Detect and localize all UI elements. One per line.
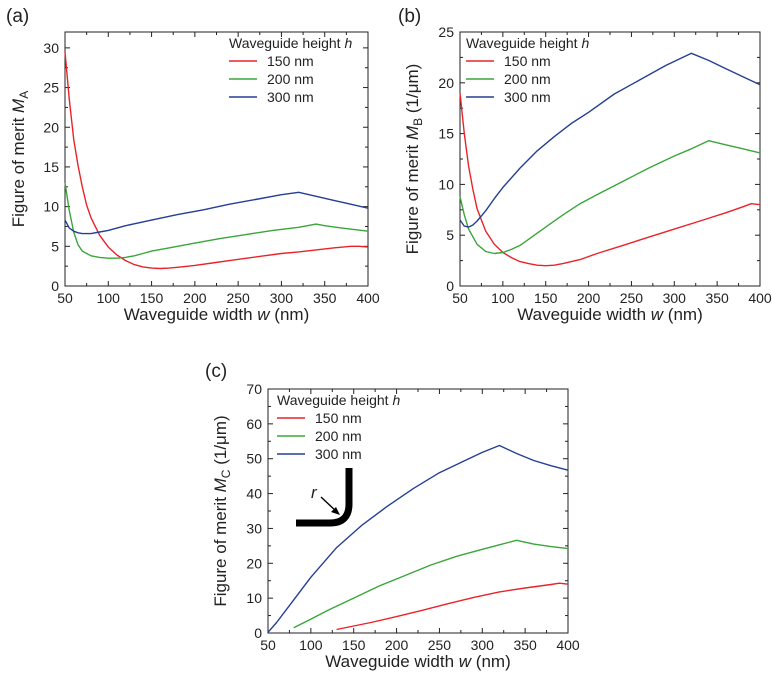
legend-title: Waveguide height h <box>277 392 400 408</box>
y-tick-label: 60 <box>246 416 262 432</box>
y-tick-label: 10 <box>43 199 59 215</box>
y-tick-label: 50 <box>246 451 262 467</box>
legend-label: 150 nm <box>315 410 362 426</box>
series-line-300-nm <box>64 191 369 235</box>
x-tick-label: 250 <box>620 290 644 306</box>
legend-label: 200 nm <box>267 71 314 87</box>
series-line-300-nm <box>459 52 761 228</box>
x-tick-label: 150 <box>534 290 558 306</box>
x-tick-label: 50 <box>452 290 468 306</box>
chart-panel-1: (a) 50 100 150 200 250 300 350 400 0 5 10 15 20 25 30 Wa… <box>6 6 380 324</box>
y-tick-label: 5 <box>51 238 59 254</box>
x-axis-label: Waveguide width w (nm) <box>517 305 703 324</box>
legend-label: 200 nm <box>504 71 551 87</box>
series-line-150-nm <box>64 51 369 270</box>
x-tick-label: 300 <box>471 637 495 653</box>
x-tick-label: 100 <box>299 637 323 653</box>
legend-title: Waveguide height h <box>466 35 589 51</box>
legend-title: Waveguide height h <box>229 35 352 51</box>
y-tick-label: 25 <box>43 80 59 96</box>
plot-frame <box>64 31 369 287</box>
x-tick-label: 400 <box>748 290 772 306</box>
y-tick-label: 0 <box>51 278 59 294</box>
y-tick-label: 40 <box>246 486 262 502</box>
series-line-150-nm <box>459 92 761 267</box>
x-tick-label: 200 <box>577 290 601 306</box>
x-tick-label: 150 <box>342 637 366 653</box>
y-tick-label: 10 <box>438 176 454 192</box>
x-tick-label: 400 <box>356 290 380 306</box>
chart-panel-2: (b) 50 100 150 200 250 300 350 400 0 5 10 15 20 25 Wave… <box>398 6 772 324</box>
legend-label: 150 nm <box>504 53 551 69</box>
x-tick-label: 50 <box>260 637 276 653</box>
legend-label: 300 nm <box>315 446 362 462</box>
x-tick-label: 50 <box>57 290 73 306</box>
y-tick-label: 15 <box>43 159 59 175</box>
y-tick-label: 15 <box>438 126 454 142</box>
x-tick-label: 150 <box>140 290 164 306</box>
series-line-200-nm <box>64 182 369 259</box>
panel-label: (b) <box>398 6 421 27</box>
x-tick-label: 300 <box>270 290 294 306</box>
legend-label: 200 nm <box>315 428 362 444</box>
y-tick-label: 25 <box>438 24 454 40</box>
y-tick-label: 0 <box>446 278 454 294</box>
y-tick-label: 30 <box>43 40 59 56</box>
x-axis-label: Waveguide width w (nm) <box>124 305 310 324</box>
bend-radius-label: r <box>311 483 318 502</box>
y-tick-label: 10 <box>246 590 262 606</box>
x-tick-label: 200 <box>183 290 207 306</box>
x-tick-label: 350 <box>313 290 337 306</box>
x-axis-label: Waveguide width w (nm) <box>325 652 511 671</box>
legend-label: 300 nm <box>267 89 314 105</box>
plot-frame <box>267 388 569 634</box>
x-tick-label: 400 <box>556 637 580 653</box>
y-tick-label: 5 <box>446 227 454 243</box>
y-tick-label: 20 <box>438 75 454 91</box>
y-tick-label: 70 <box>246 381 262 397</box>
x-tick-label: 350 <box>705 290 729 306</box>
x-tick-label: 100 <box>491 290 515 306</box>
x-tick-label: 350 <box>513 637 537 653</box>
x-tick-label: 250 <box>226 290 250 306</box>
series-line-200-nm <box>459 139 761 255</box>
series-line-200-nm <box>293 539 569 629</box>
legend-label: 300 nm <box>504 89 551 105</box>
x-tick-label: 200 <box>385 637 409 653</box>
y-tick-label: 30 <box>246 520 262 536</box>
x-tick-label: 300 <box>663 290 687 306</box>
x-tick-label: 250 <box>428 637 452 653</box>
y-tick-label: 0 <box>254 625 262 641</box>
y-axis-label: Figure of merit MA <box>9 91 31 228</box>
y-axis-label: Figure of merit MC (1/μm) <box>211 415 233 606</box>
panel-label: (a) <box>6 6 29 27</box>
chart-panel-3: (c) 50 100 150 200 250 300 350 400 0 10 20 30 40 50 60 7… <box>205 361 580 671</box>
x-tick-label: 100 <box>97 290 121 306</box>
series-line-300-nm <box>267 444 569 633</box>
series-line-150-nm <box>336 582 569 631</box>
waveguide-bend-icon: r <box>296 468 353 527</box>
y-tick-label: 20 <box>246 555 262 571</box>
y-axis-label: Figure of merit MB (1/μm) <box>403 64 425 255</box>
legend-label: 150 nm <box>267 53 314 69</box>
panel-label: (c) <box>205 361 227 382</box>
y-tick-label: 20 <box>43 119 59 135</box>
